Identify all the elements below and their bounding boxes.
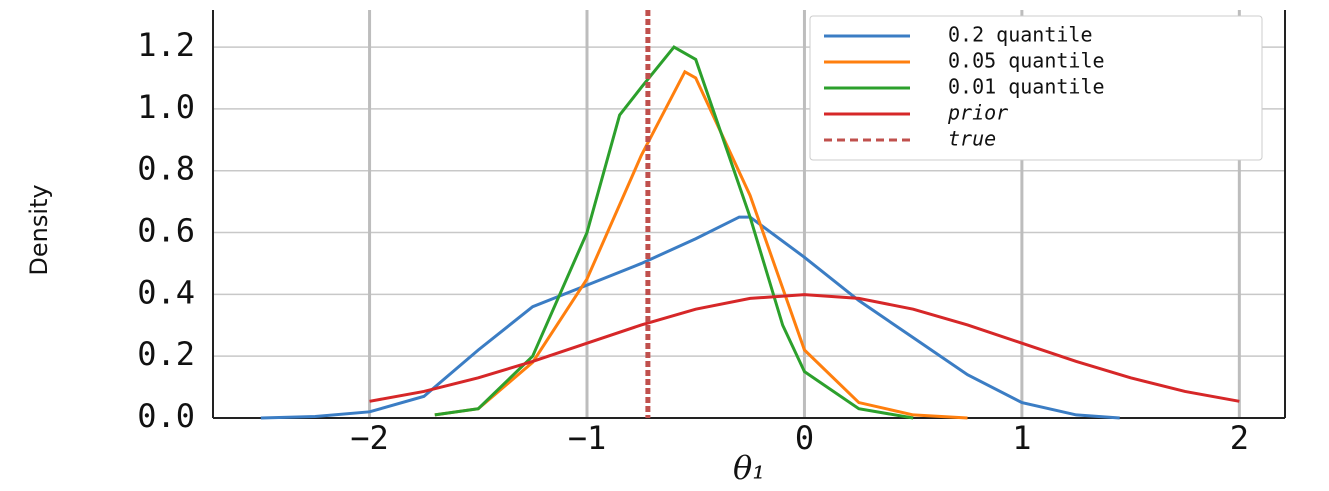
x-tick-label: −1 bbox=[568, 419, 607, 457]
y-tick-label: 0.4 bbox=[137, 273, 195, 311]
density-line bbox=[369, 293, 1240, 403]
y-tick-label: 0.2 bbox=[137, 335, 195, 373]
y-tick-label: 0.6 bbox=[137, 212, 195, 250]
legend-box bbox=[809, 15, 1263, 161]
x-tick-label: 0 bbox=[795, 419, 814, 457]
y-tick-label: 1.0 bbox=[137, 88, 195, 126]
y-axis-label: Density bbox=[25, 184, 53, 275]
x-axis-label: θ₁ bbox=[733, 449, 765, 487]
density-line bbox=[260, 215, 1120, 420]
legend-label: true bbox=[948, 127, 996, 151]
legend-label: 0.05 quantile bbox=[948, 49, 1105, 73]
legend-label: prior bbox=[947, 101, 1008, 125]
x-tick-label: −2 bbox=[350, 419, 389, 457]
density-line bbox=[434, 69, 968, 420]
legend-label: 0.01 quantile bbox=[948, 75, 1105, 99]
y-tick-label: 0.0 bbox=[137, 397, 195, 435]
x-tick-label: 2 bbox=[1230, 419, 1249, 457]
y-tick-label: 0.8 bbox=[137, 150, 195, 188]
y-tick-label: 1.2 bbox=[137, 26, 195, 64]
legend-label: 0.2 quantile bbox=[948, 23, 1093, 47]
density-line bbox=[434, 45, 914, 420]
x-tick-label: 1 bbox=[1012, 419, 1031, 457]
